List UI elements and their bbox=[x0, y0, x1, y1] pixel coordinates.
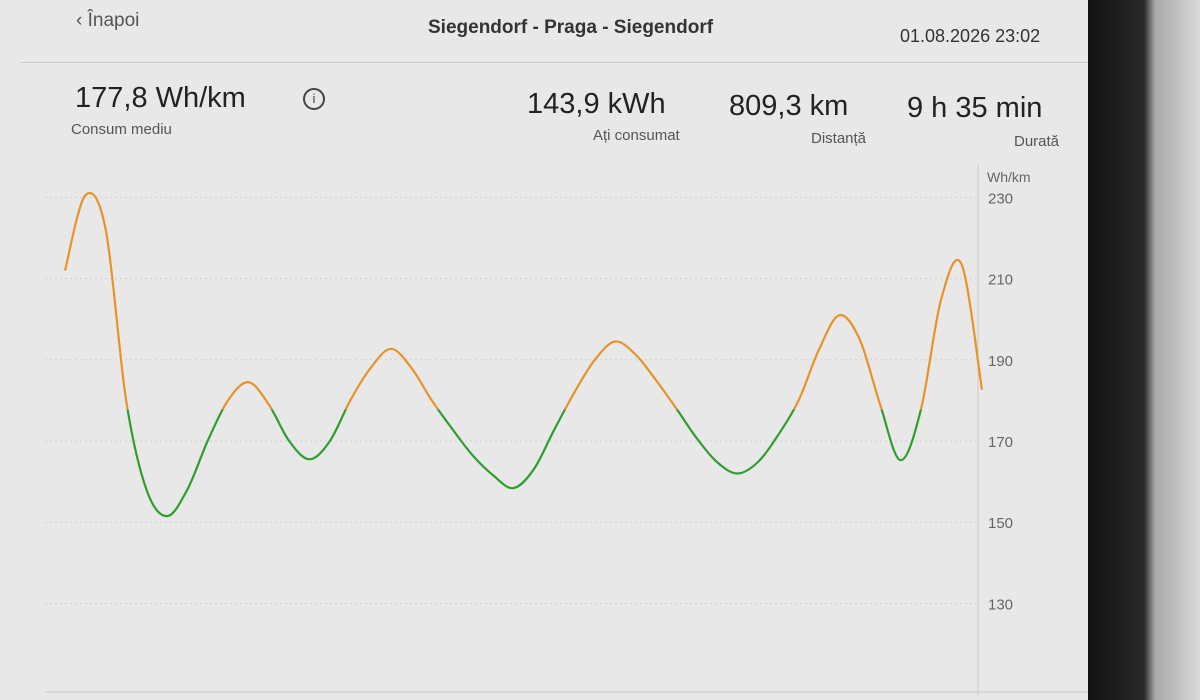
screen: ‹ Înapoi Siegendorf - Praga - Siegendorf… bbox=[0, 0, 1088, 700]
energy-label: Ați consumat bbox=[593, 127, 680, 144]
back-button[interactable]: ‹ Înapoi bbox=[76, 10, 140, 31]
y-tick-label: 150 bbox=[988, 515, 1013, 532]
trip-title: Siegendorf - Praga - Siegendorf bbox=[428, 17, 714, 38]
trip-datetime: 01.08.2026 23:02 bbox=[900, 26, 1041, 46]
y-tick-label: 130 bbox=[988, 596, 1013, 613]
energy-value: 143,9 kWh bbox=[527, 88, 666, 120]
info-icon[interactable]: i bbox=[303, 88, 325, 110]
distance-label: Distanță bbox=[811, 130, 867, 147]
average-label: Consum mediu bbox=[71, 121, 172, 138]
duration-label: Durată bbox=[1014, 133, 1060, 150]
header-divider bbox=[20, 62, 1088, 63]
y-tick-label: 190 bbox=[988, 353, 1013, 370]
chart: Wh/km 230 210 190 170 150 130 bbox=[45, 165, 1088, 695]
average-value: 177,8 Wh/km bbox=[75, 82, 246, 114]
duration-value: 9 h 35 min bbox=[907, 92, 1043, 124]
line-below-average bbox=[126, 409, 923, 518]
line-above-average bbox=[63, 191, 984, 410]
y-tick-label: 170 bbox=[988, 434, 1013, 451]
y-tick-label: 230 bbox=[988, 190, 1013, 207]
y-tick-label: 210 bbox=[988, 272, 1013, 289]
back-label[interactable]: Înapoi bbox=[87, 10, 140, 31]
y-axis-label: Wh/km bbox=[987, 169, 1031, 185]
distance-value: 809,3 km bbox=[729, 90, 849, 122]
screen-bezel bbox=[1088, 0, 1200, 700]
